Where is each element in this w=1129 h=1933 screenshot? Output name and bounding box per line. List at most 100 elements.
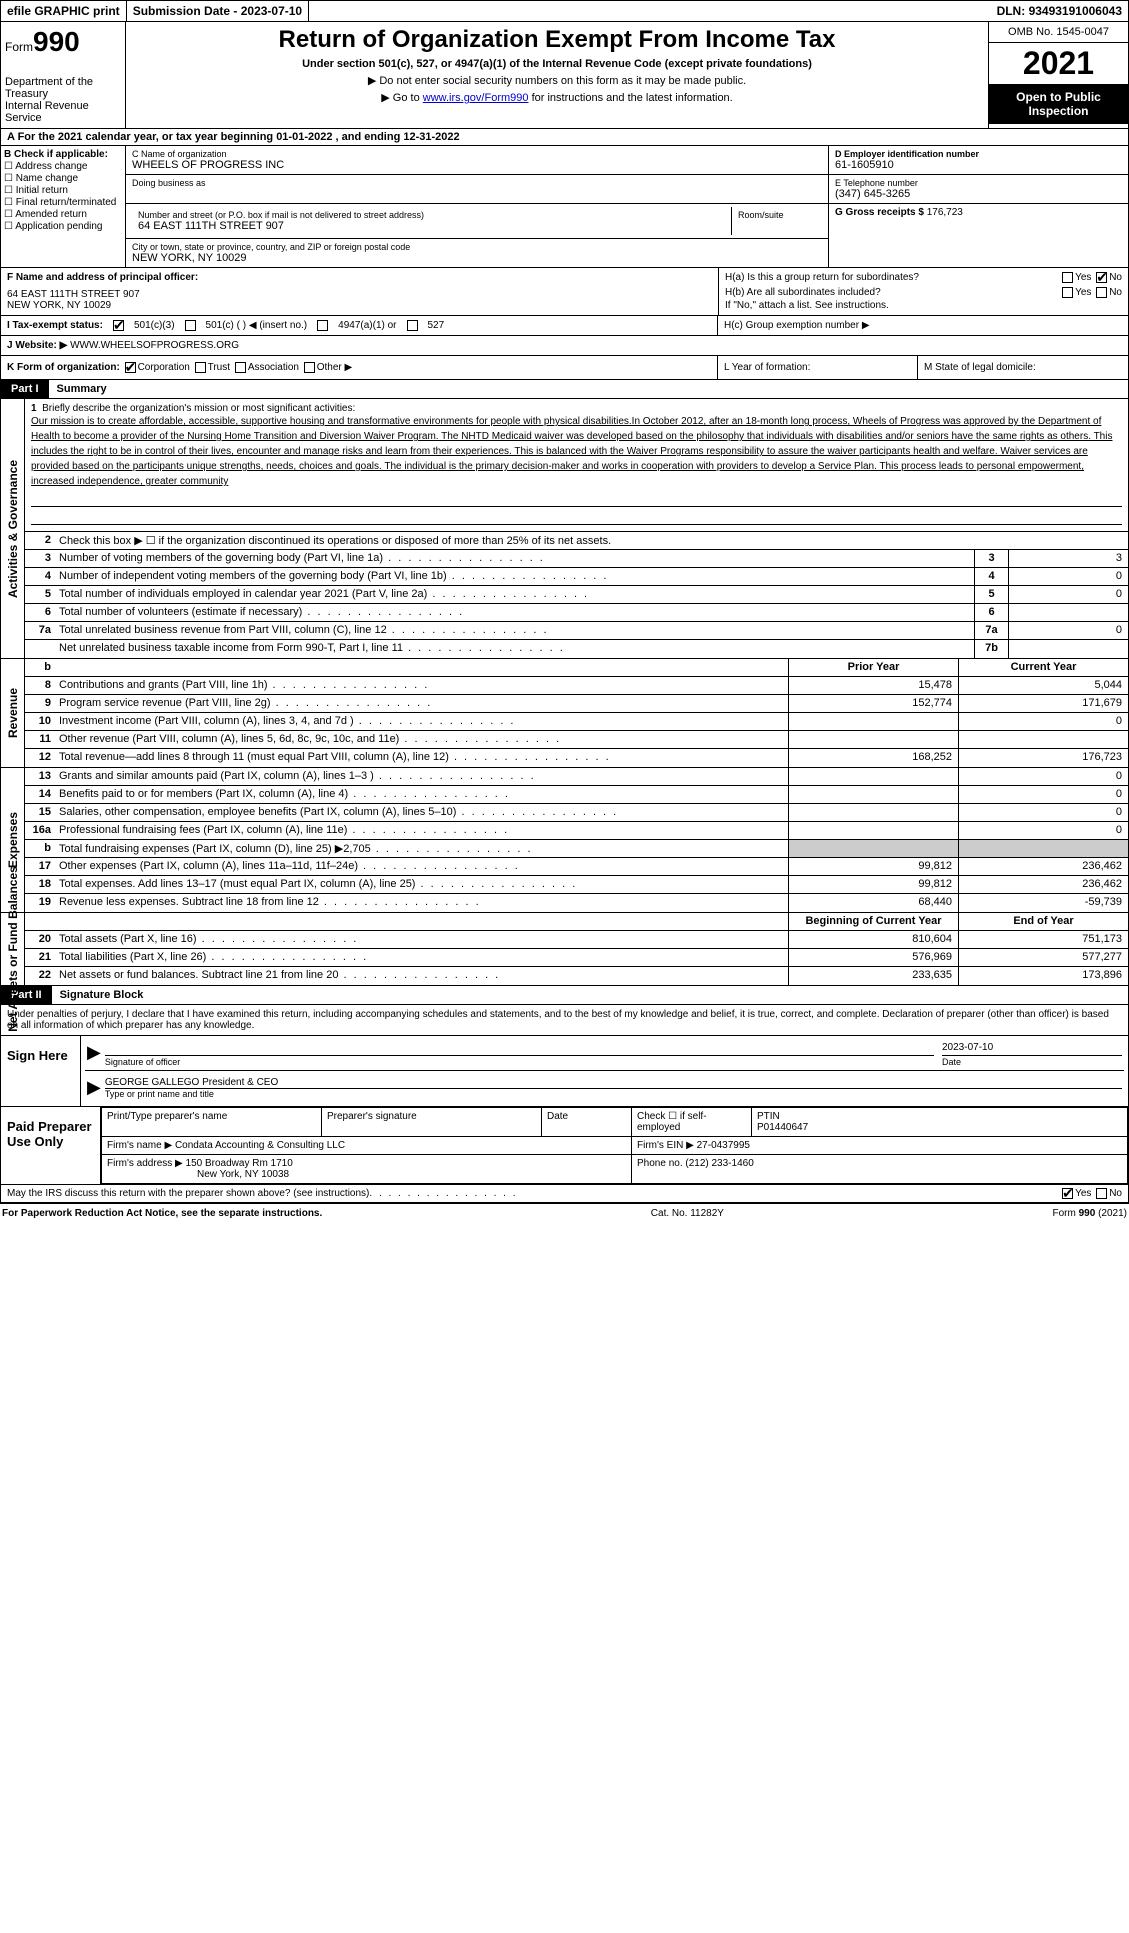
line-7b: Net unrelated business taxable income fr…: [25, 640, 1128, 658]
city-state-zip: NEW YORK, NY 10029: [132, 252, 822, 264]
chk-other[interactable]: [304, 362, 315, 373]
officer-addr2: NEW YORK, NY 10029: [7, 300, 712, 311]
row-j-website: J Website: ▶ WWW.WHEELSOFPROGRESS.ORG: [0, 336, 1129, 356]
line-10: 10Investment income (Part VIII, column (…: [25, 713, 1128, 731]
chk-name-change[interactable]: ☐ Name change: [4, 173, 122, 184]
telephone: (347) 645-3265: [835, 188, 1122, 200]
chk-501c3[interactable]: [113, 320, 124, 331]
side-tab-na: Net Assets or Fund Balances: [1, 913, 25, 985]
chk-final-return[interactable]: ☐ Final return/terminated: [4, 197, 122, 208]
tax-year: 2021: [989, 43, 1128, 84]
firm-addr2: New York, NY 10038: [197, 1169, 289, 1180]
part-2-header: Part II Signature Block: [0, 986, 1129, 1005]
gross-receipts: 176,723: [927, 207, 963, 218]
line-21: 21Total liabilities (Part X, line 26)576…: [25, 949, 1128, 967]
officer-group-block: F Name and address of principal officer:…: [0, 268, 1129, 316]
sign-here-label: Sign Here: [1, 1036, 81, 1106]
year-formation: L Year of formation:: [718, 356, 918, 379]
row-klm: K Form of organization: Corporation Trus…: [0, 356, 1129, 380]
side-tab-ag: Activities & Governance: [1, 399, 25, 658]
line-9: 9Program service revenue (Part VIII, lin…: [25, 695, 1128, 713]
hb-yes[interactable]: [1062, 287, 1073, 298]
line-15: 15Salaries, other compensation, employee…: [25, 804, 1128, 822]
net-assets-section: Net Assets or Fund Balances Beginning of…: [0, 913, 1129, 986]
dba: [132, 188, 822, 200]
efile-label: efile GRAPHIC print: [1, 1, 127, 21]
discuss-yes[interactable]: [1062, 1188, 1073, 1199]
form-header: Form990 Department of the Treasury Inter…: [0, 22, 1129, 129]
chk-initial-return[interactable]: ☐ Initial return: [4, 185, 122, 196]
form-title-box: Return of Organization Exempt From Incom…: [126, 22, 988, 128]
irs-label: Internal Revenue Service: [5, 100, 121, 124]
line-16a: 16aProfessional fundraising fees (Part I…: [25, 822, 1128, 840]
chk-527[interactable]: [407, 320, 418, 331]
chk-trust[interactable]: [195, 362, 206, 373]
chk-address-change[interactable]: ☐ Address change: [4, 161, 122, 172]
ha-no[interactable]: [1096, 272, 1107, 283]
tax-year-period: A For the 2021 calendar year, or tax yea…: [0, 129, 1129, 146]
omb-number: OMB No. 1545-0047: [989, 22, 1128, 43]
side-tab-rev: Revenue: [1, 659, 25, 767]
line-8: 8Contributions and grants (Part VIII, li…: [25, 677, 1128, 695]
entity-info-block: B Check if applicable: ☐ Address change …: [0, 146, 1129, 268]
line-19: 19Revenue less expenses. Subtract line 1…: [25, 894, 1128, 912]
box-degh: D Employer identification number 61-1605…: [828, 146, 1128, 267]
line-14: 14Benefits paid to or for members (Part …: [25, 786, 1128, 804]
discuss-no[interactable]: [1096, 1188, 1107, 1199]
line-20: 20Total assets (Part X, line 16)810,6047…: [25, 931, 1128, 949]
cat-no: Cat. No. 11282Y: [651, 1208, 724, 1219]
officer-addr1: 64 EAST 111TH STREET 907: [7, 289, 712, 300]
ein: 61-1605910: [835, 159, 1122, 171]
firm-addr1: 150 Broadway Rm 1710: [186, 1158, 293, 1169]
signature-block: Under penalties of perjury, I declare th…: [0, 1005, 1129, 1107]
firm-ein: 27-0437995: [697, 1140, 750, 1151]
line-22: 22Net assets or fund balances. Subtract …: [25, 967, 1128, 985]
group-exemption: H(c) Group exemption number ▶: [718, 316, 1128, 335]
street-address: 64 EAST 111TH STREET 907: [138, 220, 725, 232]
hb-no[interactable]: [1096, 287, 1107, 298]
irs-form990-link[interactable]: www.irs.gov/Form990: [423, 92, 529, 104]
chk-501c[interactable]: [185, 320, 196, 331]
sig-arrow-icon-2: ▶: [87, 1077, 101, 1100]
chk-application-pending[interactable]: ☐ Application pending: [4, 221, 122, 232]
paperwork-notice: For Paperwork Reduction Act Notice, see …: [2, 1208, 322, 1219]
part-1-header: Part I Summary: [0, 380, 1129, 399]
line-2: 2Check this box ▶ ☐ if the organization …: [25, 532, 1128, 550]
form-title: Return of Organization Exempt From Incom…: [134, 26, 980, 54]
box-b-checkboxes: B Check if applicable: ☐ Address change …: [1, 146, 126, 267]
chk-corp[interactable]: [125, 362, 136, 373]
line-4: 4Number of independent voting members of…: [25, 568, 1128, 586]
perjury-declaration: Under penalties of perjury, I declare th…: [1, 1005, 1128, 1036]
form-subtitle: Under section 501(c), 527, or 4947(a)(1)…: [134, 58, 980, 70]
mission-text: Our mission is to create affordable, acc…: [31, 416, 1112, 487]
chk-4947[interactable]: [317, 320, 328, 331]
line-12: 12Total revenue—add lines 8 through 11 (…: [25, 749, 1128, 767]
box-c: C Name of organization WHEELS OF PROGRES…: [126, 146, 828, 267]
form-of-org: K Form of organization: Corporation Trus…: [1, 356, 718, 379]
state-domicile: M State of legal domicile:: [918, 356, 1128, 379]
box-h: H(a) Is this a group return for subordin…: [718, 268, 1128, 315]
line-13: 13Grants and similar amounts paid (Part …: [25, 768, 1128, 786]
ha-yes[interactable]: [1062, 272, 1073, 283]
line-b: bTotal fundraising expenses (Part IX, co…: [25, 840, 1128, 858]
irs-discuss-row: May the IRS discuss this return with the…: [0, 1185, 1129, 1203]
form-ref: Form 990 (2021): [1053, 1208, 1127, 1219]
row-i-hc: I Tax-exempt status: 501(c)(3) 501(c) ( …: [0, 316, 1129, 336]
submission-date: Submission Date - 2023-07-10: [127, 1, 309, 21]
activities-governance-section: Activities & Governance 1 Briefly descri…: [0, 399, 1129, 659]
sig-date: 2023-07-10: [942, 1042, 1122, 1056]
chk-assoc[interactable]: [235, 362, 246, 373]
top-bar: efile GRAPHIC print Submission Date - 20…: [0, 0, 1129, 22]
year-box: OMB No. 1545-0047 2021 Open to Public In…: [988, 22, 1128, 128]
website-url: WWW.WHEELSOFPROGRESS.ORG: [70, 340, 239, 351]
expenses-section: Expenses 13Grants and similar amounts pa…: [0, 768, 1129, 913]
chk-amended-return[interactable]: ☐ Amended return: [4, 209, 122, 220]
form-number-box: Form990 Department of the Treasury Inter…: [1, 22, 126, 128]
goto-link: ▶ Go to www.irs.gov/Form990 for instruct…: [134, 91, 980, 104]
open-inspection: Open to Public Inspection: [989, 84, 1128, 124]
line-6: 6Total number of volunteers (estimate if…: [25, 604, 1128, 622]
firm-phone: (212) 233-1460: [685, 1158, 753, 1169]
line-17: 17Other expenses (Part IX, column (A), l…: [25, 858, 1128, 876]
rev-header: b Prior Year Current Year: [25, 659, 1128, 677]
ptin: P01440647: [757, 1122, 808, 1133]
